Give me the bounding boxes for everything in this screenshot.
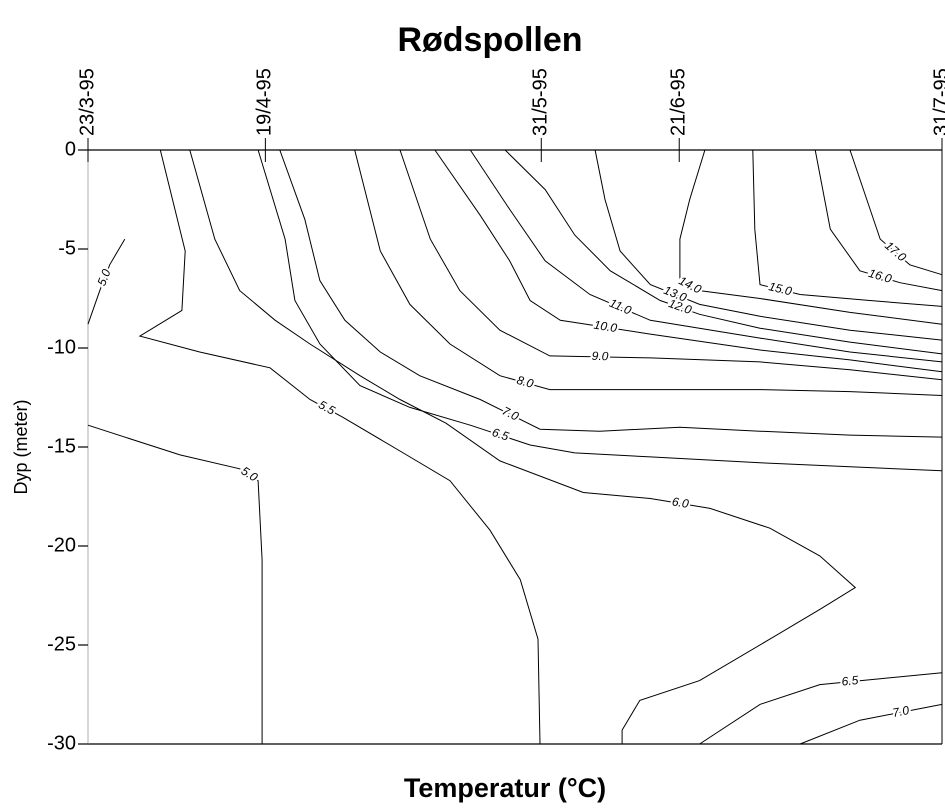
y-tick-label: -5: [58, 237, 76, 259]
contour-label: 7.0: [891, 703, 910, 720]
contour-label: 5.0: [95, 267, 114, 288]
contour-label: 6.5: [841, 673, 859, 689]
y-tick-label: -10: [47, 336, 76, 358]
contour-line: [469, 149, 943, 363]
contour-line: [799, 703, 943, 745]
contour-line: [814, 149, 943, 292]
y-tick-label: -30: [47, 732, 76, 754]
contour-line: [679, 149, 943, 325]
x-tick-label: 21/6-95: [668, 68, 690, 136]
contour-line: [87, 424, 263, 744]
contour-line: [399, 149, 943, 381]
x-tick-label: 19/4-95: [254, 68, 276, 136]
x-tick-label: 31/5-95: [530, 68, 552, 136]
contour-label: 6.5: [490, 425, 511, 444]
contour-line: [257, 149, 943, 472]
contour-label: 11.0: [607, 296, 633, 318]
contour-label: 8.0: [515, 373, 535, 391]
y-tick-label: -20: [47, 534, 76, 556]
x-tick-label: 23/3-95: [76, 68, 98, 136]
contour-line: [354, 149, 943, 396]
contour-line: [434, 149, 943, 373]
contour-line: [87, 238, 126, 325]
y-tick-label: 0: [65, 138, 76, 160]
y-tick-label: -25: [47, 633, 76, 655]
contour-label: 6.0: [671, 494, 690, 511]
contour-line: [504, 149, 943, 355]
y-tick-label: -15: [47, 435, 76, 457]
contour-label: 7.0: [500, 404, 521, 424]
contour-line: [138, 149, 541, 745]
contour-line: [699, 672, 943, 745]
contour-label: 10.0: [593, 318, 619, 335]
contour-label: 5.5: [316, 398, 338, 418]
contour-line: [189, 149, 857, 744]
x-axis-label: Temperatur (°C): [404, 773, 606, 803]
contour-label: 9.0: [592, 349, 609, 363]
contour-line: [849, 149, 943, 276]
y-axis-label: Dyp (meter): [11, 399, 31, 494]
contour-label: 15.0: [767, 279, 793, 298]
contour-line: [752, 149, 943, 307]
x-tick-label: 31/7-95: [930, 68, 945, 136]
contour-line: [594, 149, 943, 341]
contour-label: 5.0: [239, 464, 261, 485]
contour-line: [279, 149, 943, 438]
contour-label: 16.0: [867, 266, 894, 286]
chart-title: Rødspollen: [397, 21, 582, 59]
